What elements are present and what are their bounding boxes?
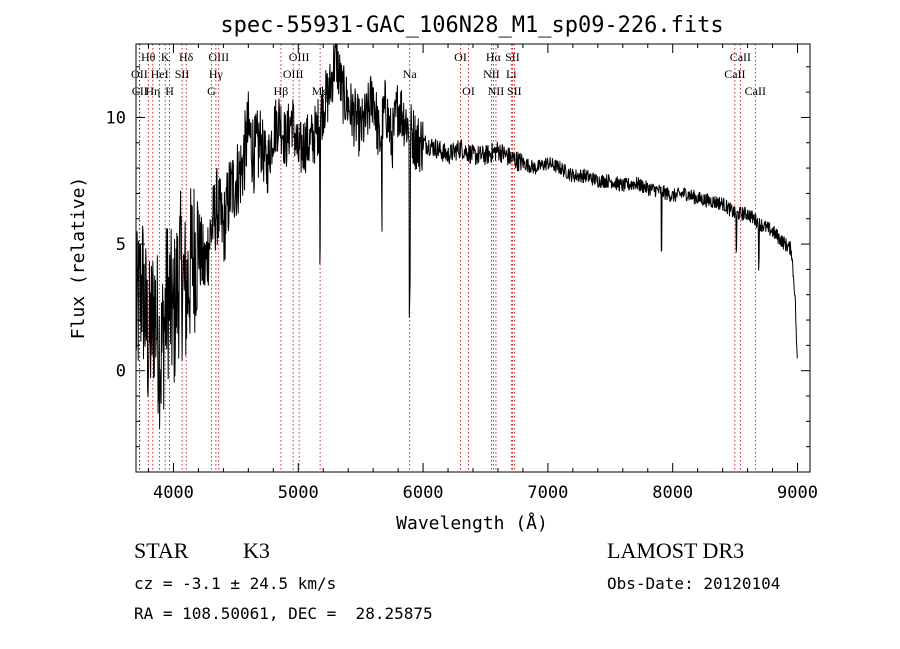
line-marker-label: Hδ (179, 50, 194, 64)
line-marker-label: Na (403, 67, 418, 81)
line-marker-label: G (207, 84, 216, 98)
object-subclass: K3 (243, 538, 270, 563)
line-marker-label: OI (454, 50, 467, 64)
line-marker-label: Hη (145, 84, 160, 98)
x-tick-label: 6000 (403, 483, 444, 503)
line-marker-label: Hθ (141, 50, 156, 64)
line-marker-label: Li (506, 67, 517, 81)
line-marker-label: OI (462, 84, 475, 98)
line-marker-label: NII (488, 84, 505, 98)
object-class: STAR (134, 538, 189, 563)
plot-area (135, 43, 798, 429)
observation-date: Obs-Date: 20120104 (607, 574, 781, 593)
line-marker-label: CaII (730, 50, 751, 64)
y-tick-label: 10 (106, 108, 126, 128)
spectrum-line (135, 43, 798, 429)
line-marker-label: CaII (745, 84, 766, 98)
line-marker-label: SII (505, 50, 520, 64)
line-marker-label: Hβ (274, 84, 289, 98)
y-axis: 0 5 10 (106, 66, 810, 448)
line-marker-label: OII (131, 67, 148, 81)
y-tick-label: 5 (116, 235, 126, 255)
plot-frame (135, 43, 811, 473)
chart-title: spec-55931-GAC_106N28_M1_sp09-226.fits (220, 13, 723, 38)
x-axis: 4000 5000 6000 7000 8000 9000 (147, 44, 818, 503)
survey-name: LAMOST DR3 (607, 538, 745, 563)
x-tick-label: 9000 (777, 483, 818, 503)
x-tick-label: 5000 (278, 483, 319, 503)
line-marker-label: Hγ (209, 67, 224, 81)
line-marker-label: NII (483, 67, 500, 81)
y-tick-label: 0 (116, 362, 126, 382)
line-marker-label: K (161, 50, 170, 64)
line-marker-label: SII (507, 84, 522, 98)
line-marker-label: OIII (283, 67, 304, 81)
line-marker-label: Hα (486, 50, 502, 64)
line-marker-label: OIII (289, 50, 310, 64)
line-marker-label: H (165, 84, 174, 98)
x-tick-label: 8000 (652, 483, 693, 503)
x-tick-label: 4000 (153, 483, 194, 503)
line-marker-label: OIII (208, 50, 229, 64)
line-marker-label: HeI (151, 67, 169, 81)
y-axis-label: Flux (relative) (68, 177, 89, 340)
redshift-velocity: cz = -3.1 ± 24.5 km/s (134, 574, 337, 593)
x-axis-label: Wavelength (Å) (396, 512, 548, 534)
line-marker-label: CaII (724, 67, 745, 81)
x-tick-label: 7000 (527, 483, 568, 503)
line-marker-label: SII (175, 67, 190, 81)
coordinates: RA = 108.50061, DEC = 28.25875 (134, 604, 433, 623)
line-marker-label: Mg (312, 84, 329, 98)
